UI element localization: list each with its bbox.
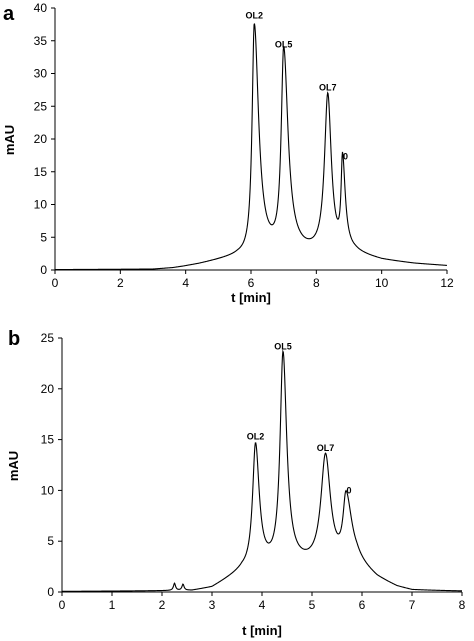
x-tick-label: 10	[375, 276, 389, 290]
x-tick-label: 0	[59, 598, 66, 612]
y-tick-label: 0	[40, 263, 47, 277]
x-tick-label: 8	[313, 276, 320, 290]
y-tick-label: 10	[41, 483, 55, 497]
panel-label: a	[3, 3, 15, 25]
peak-label-0: 0	[346, 486, 351, 496]
y-axis-title: mAU	[2, 125, 17, 155]
y-tick-label: 5	[40, 230, 47, 244]
x-axis-title: t [min]	[242, 623, 282, 638]
x-tick-label: 2	[117, 276, 124, 290]
y-tick-label: 30	[34, 67, 48, 81]
chart-panel-b: b 0 1 2 3 4 5 6 7 8 0 5 10 15 20 25 t [min] mAU OL2 OL5 OL7 0	[6, 328, 466, 638]
x-tick-label: 2	[159, 598, 166, 612]
chart-panel-a: a 0 2 4 6 8 10 12 0 5 10 15 20 25 30 35 40 t [min] mAU OL2 O…	[2, 1, 454, 305]
y-tick-label: 15	[34, 165, 48, 179]
chromatogram-trace	[62, 349, 463, 592]
peak-label-ol7: OL7	[317, 443, 335, 453]
peak-label-0: 0	[343, 152, 348, 162]
y-tick-label: 25	[41, 331, 55, 345]
x-tick-label: 0	[52, 276, 59, 290]
x-tick-label: 3	[209, 598, 216, 612]
y-tick-label: 10	[34, 198, 48, 212]
peak-label-ol5: OL5	[274, 341, 292, 351]
peak-label-ol7: OL7	[319, 83, 337, 93]
x-tick-label: 4	[182, 276, 189, 290]
chromatogram-trace	[55, 23, 448, 271]
peak-label-ol5: OL5	[275, 40, 293, 50]
x-tick-label: 8	[459, 598, 466, 612]
peak-label-ol2: OL2	[246, 11, 264, 21]
y-tick-label: 0	[47, 585, 54, 599]
x-tick-label: 12	[440, 276, 454, 290]
y-tick-label: 20	[34, 132, 48, 146]
y-tick-label: 25	[34, 99, 48, 113]
y-tick-label: 40	[34, 1, 48, 15]
y-tick-label: 20	[41, 382, 55, 396]
y-axis-title: mAU	[6, 451, 21, 481]
x-tick-label: 7	[409, 598, 416, 612]
y-tick-label: 35	[34, 34, 48, 48]
x-tick-label: 5	[309, 598, 316, 612]
y-tick-label: 15	[41, 433, 55, 447]
y-tick-label: 5	[47, 534, 54, 548]
x-axis-title: t [min]	[231, 290, 271, 305]
x-tick-label: 6	[359, 598, 366, 612]
x-tick-label: 4	[259, 598, 266, 612]
x-tick-label: 1	[109, 598, 116, 612]
x-tick-label: 6	[248, 276, 255, 290]
peak-label-ol2: OL2	[247, 432, 265, 442]
panel-label: b	[8, 328, 20, 350]
